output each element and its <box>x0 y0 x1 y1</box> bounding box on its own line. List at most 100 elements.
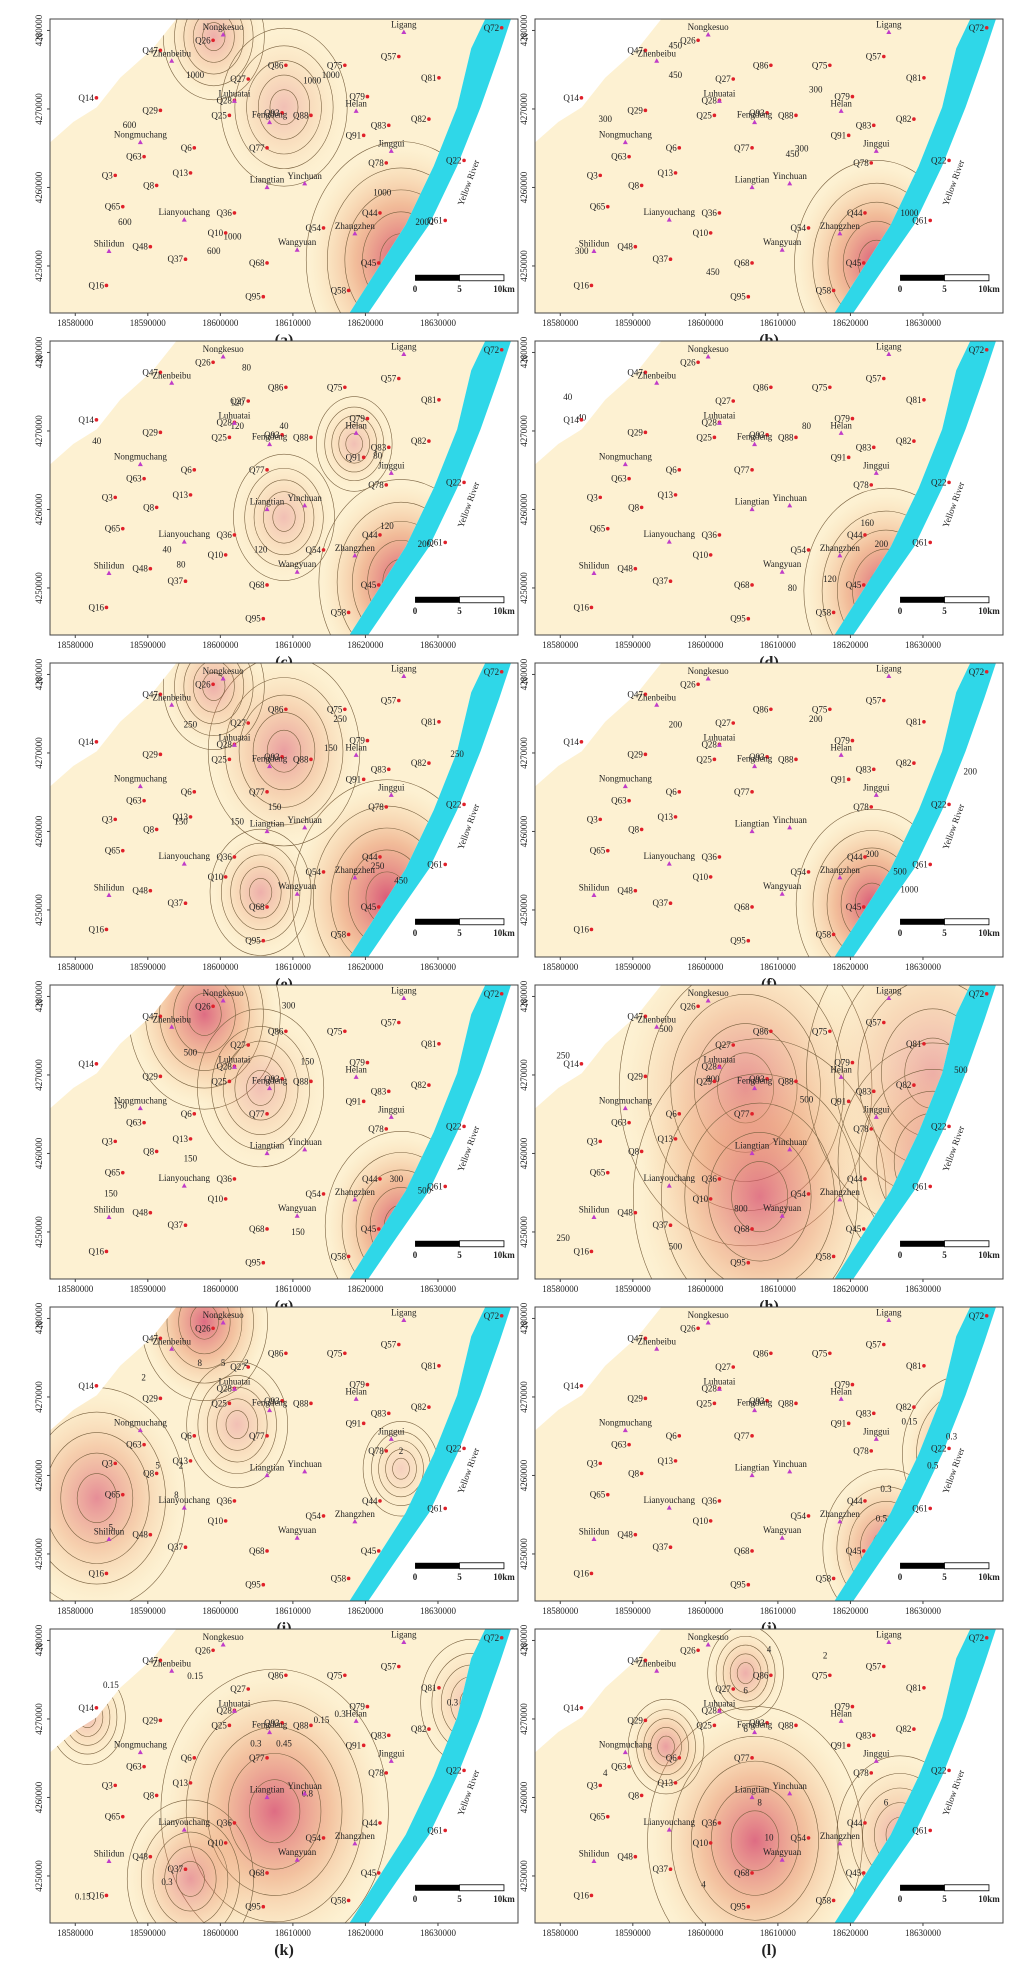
town-marker <box>886 673 892 679</box>
contour-label: 0.45 <box>276 1739 292 1749</box>
town-label: Ligang <box>876 342 902 352</box>
well-point <box>246 1365 251 1369</box>
contour-label: 0.15 <box>314 1715 330 1725</box>
well-label: Q78 <box>853 1446 869 1456</box>
town-marker <box>106 1536 112 1541</box>
well-label: Q68 <box>249 258 265 268</box>
contour-label: 200 <box>809 714 823 724</box>
well-label: Q47 <box>627 689 643 699</box>
well-label: Q13 <box>658 1778 674 1788</box>
well-point <box>712 1401 717 1406</box>
well-point <box>158 752 163 757</box>
well-label: Q88 <box>778 432 794 442</box>
contour-line <box>257 74 311 140</box>
well-point <box>871 1411 876 1416</box>
well-point <box>142 798 146 803</box>
well-label: Q29 <box>142 1071 158 1081</box>
river <box>834 1307 996 1601</box>
well-label: Q91 <box>831 130 847 140</box>
y-tick-label: 4280000 <box>34 980 44 1012</box>
town-marker <box>837 874 843 880</box>
well-point <box>708 1197 713 1201</box>
well-label: Q28 <box>216 1705 232 1715</box>
well-point <box>871 1733 876 1738</box>
well-label: Q58 <box>331 1251 347 1261</box>
well-label: Q14 <box>78 415 94 425</box>
well-point <box>871 767 876 772</box>
well-label: Q95 <box>245 1580 261 1590</box>
contour-line <box>338 424 370 464</box>
x-tick-label: 18620000 <box>832 1606 869 1616</box>
well-label: Q16 <box>88 280 104 290</box>
well-point <box>831 610 836 615</box>
scale-bar-white <box>944 596 990 604</box>
well-label: Q63 <box>611 796 627 806</box>
contour-label: 0.3 <box>946 1431 958 1441</box>
contour-line <box>715 1635 776 1711</box>
x-tick-label: 18580000 <box>57 318 94 328</box>
town-marker <box>267 1729 273 1735</box>
town-label: Jinggui <box>378 138 405 148</box>
well-label: Q54 <box>306 223 322 233</box>
scale-bar-label: 5 <box>942 1250 947 1260</box>
well-label: Q65 <box>590 1490 606 1500</box>
well-label: Q6 <box>181 465 192 475</box>
town-marker <box>388 792 394 797</box>
contour-label: 200 <box>875 539 889 549</box>
well-label: Q72 <box>484 667 500 677</box>
town-marker <box>181 217 187 222</box>
y-tick-label: 4280000 <box>34 1302 44 1334</box>
map-frame <box>49 1306 519 1602</box>
x-tick-label: 18630000 <box>905 962 942 972</box>
town-marker <box>294 247 300 252</box>
well-point <box>846 133 851 138</box>
contour-label: 6 <box>743 1724 748 1734</box>
well-label: Q75 <box>327 1026 343 1036</box>
well-label: Q61 <box>912 1503 928 1513</box>
well-point <box>643 48 648 53</box>
contour-label: 500 <box>669 1242 683 1252</box>
well-label: Q78 <box>368 1446 384 1456</box>
contour-line <box>234 45 334 169</box>
well-label: Q14 <box>563 1381 579 1391</box>
well-label: Q57 <box>866 1340 882 1350</box>
town-marker <box>716 742 722 747</box>
well-point <box>627 1120 631 1125</box>
river-label: Yellow River <box>941 802 967 850</box>
town-marker <box>666 539 672 544</box>
y-tick-label: 4260000 <box>519 1781 529 1813</box>
contour-label: 40 <box>563 392 573 402</box>
well-label: Q45 <box>361 580 377 590</box>
well-label: Q65 <box>105 524 121 534</box>
well-point <box>869 483 874 487</box>
x-tick-label: 18580000 <box>542 640 579 650</box>
well-label: Q44 <box>362 852 378 862</box>
well-point <box>882 1342 886 1347</box>
well-label: Q28 <box>216 1061 232 1071</box>
well-label: Q45 <box>361 1546 377 1556</box>
river-label: Yellow River <box>456 158 482 206</box>
town-marker <box>873 792 879 797</box>
river <box>834 663 996 957</box>
well-label: Q27 <box>230 74 246 84</box>
town-marker <box>352 1840 358 1846</box>
town-label: Zhenbeibu <box>152 692 191 702</box>
well-label: Q13 <box>173 1778 189 1788</box>
well-label: Q68 <box>734 902 750 912</box>
well-label: Q83 <box>856 1730 872 1740</box>
well-label: Q6 <box>666 143 677 153</box>
well-point <box>708 1841 713 1845</box>
contour-line <box>249 877 273 907</box>
well-label: Q25 <box>696 110 712 120</box>
well-point <box>321 870 326 874</box>
well-label: Q82 <box>411 1080 427 1090</box>
x-tick-label: 18630000 <box>420 962 457 972</box>
well-label: Q16 <box>88 1568 104 1578</box>
well-point <box>443 218 448 223</box>
well-label: Q83 <box>371 1086 387 1096</box>
well-label: Q10 <box>693 1194 709 1204</box>
well-point <box>639 1149 644 1154</box>
well-point <box>746 1582 751 1587</box>
well-point <box>158 1396 163 1401</box>
